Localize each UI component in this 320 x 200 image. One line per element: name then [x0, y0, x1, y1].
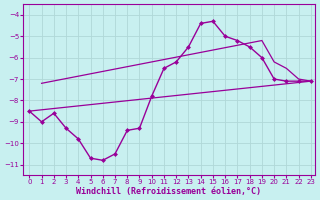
X-axis label: Windchill (Refroidissement éolien,°C): Windchill (Refroidissement éolien,°C) [76, 187, 261, 196]
